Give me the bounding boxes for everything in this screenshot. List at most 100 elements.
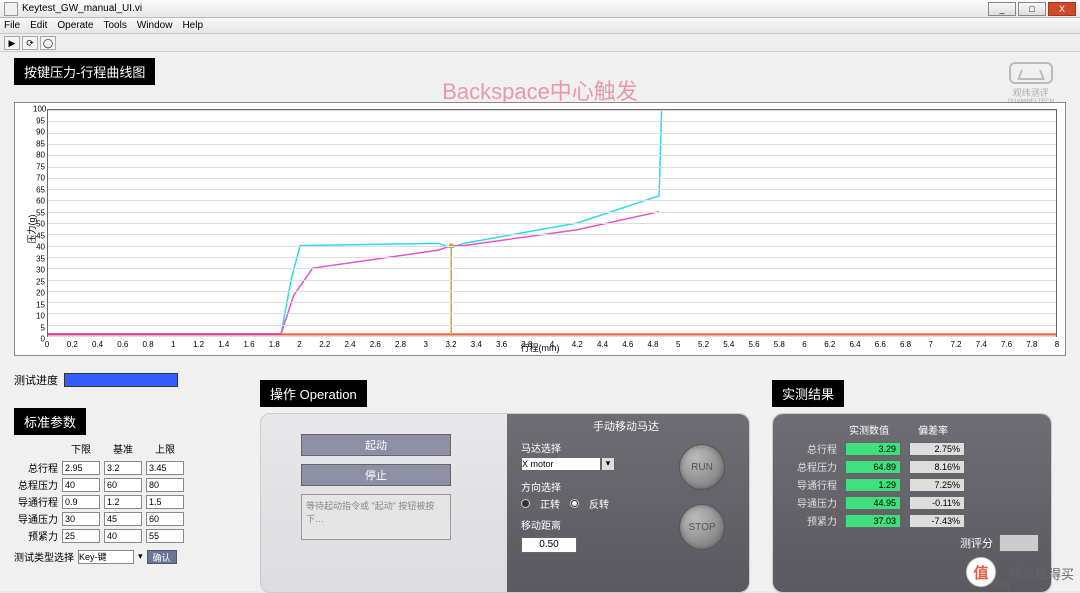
y-tick: 100 (33, 105, 45, 114)
y-tick: 10 (33, 312, 45, 321)
menu-tools[interactable]: Tools (104, 20, 127, 31)
main-panel: 按键压力-行程曲线图 Backspace中心触发 观纬测评 GUANWEI TE… (0, 52, 1080, 591)
chart-area: 压力(g) 行程(mm) 051015202530354045505560657… (14, 102, 1066, 356)
x-tick: 4.6 (622, 340, 633, 349)
abort-icon[interactable]: ◯ (40, 36, 56, 50)
params-row-label: 总程压力 (14, 477, 58, 492)
x-tick: 7.2 (950, 340, 961, 349)
results-col: 偏差率 (905, 422, 961, 437)
x-tick: 0.8 (142, 340, 153, 349)
chart-title: 按键压力-行程曲线图 (14, 58, 155, 85)
results-row-label: 总程压力 (785, 459, 837, 474)
y-tick: 35 (33, 254, 45, 263)
params-value-input[interactable] (62, 478, 100, 492)
params-value-input[interactable] (104, 495, 142, 509)
params-value-input[interactable] (104, 512, 142, 526)
results-row-label: 导通压力 (785, 495, 837, 510)
watermark-badge-icon: 值 (966, 557, 996, 587)
params-value-input[interactable] (146, 461, 184, 475)
menu-edit[interactable]: Edit (30, 20, 47, 31)
results-deviation: -7.43% (909, 514, 965, 528)
stop-button[interactable]: 停止 (301, 464, 451, 486)
y-tick: 75 (33, 162, 45, 171)
radio-reverse[interactable] (570, 499, 579, 508)
x-tick: 3.2 (445, 340, 456, 349)
menu-help[interactable]: Help (182, 20, 203, 31)
y-tick: 50 (33, 220, 45, 229)
results-row-label: 预紧力 (785, 513, 837, 528)
motor-dropdown-icon[interactable]: ▾ (601, 457, 615, 471)
operation-title: 操作 Operation (260, 380, 367, 407)
distance-input[interactable] (521, 537, 577, 553)
results-deviation: -0.11% (909, 496, 965, 510)
x-tick: 1 (171, 340, 175, 349)
x-tick: 5.4 (723, 340, 734, 349)
x-tick: 2.6 (370, 340, 381, 349)
params-value-input[interactable] (62, 461, 100, 475)
results-deviation: 2.75% (909, 442, 965, 456)
brand-logo: 观纬测评 GUANWEI TECH (1007, 62, 1054, 105)
x-tick: 0.4 (92, 340, 103, 349)
params-value-input[interactable] (104, 529, 142, 543)
params-row-label: 预紧力 (14, 528, 58, 543)
radio-forward[interactable] (521, 499, 530, 508)
x-tick: 1.6 (243, 340, 254, 349)
y-tick: 65 (33, 185, 45, 194)
x-tick: 7 (929, 340, 933, 349)
y-tick: 0 (33, 335, 45, 344)
menu-bar: File Edit Operate Tools Window Help (0, 18, 1080, 34)
x-tick: 2.8 (395, 340, 406, 349)
run-button[interactable]: RUN (679, 444, 725, 490)
test-type-select[interactable] (78, 550, 134, 564)
x-tick: 7.6 (1001, 340, 1012, 349)
app-icon (4, 2, 18, 16)
params-col: 上限 (146, 441, 184, 456)
params-value-input[interactable] (146, 495, 184, 509)
start-button[interactable]: 起动 (301, 434, 451, 456)
results-deviation: 8.16% (909, 460, 965, 474)
params-value-input[interactable] (146, 478, 184, 492)
x-tick: 2.4 (344, 340, 355, 349)
x-tick: 3.8 (521, 340, 532, 349)
y-tick: 20 (33, 289, 45, 298)
score-label: 测评分 (960, 535, 993, 551)
results-col: 实测数值 (841, 422, 897, 437)
x-tick: 0.6 (117, 340, 128, 349)
run-icon[interactable]: ▶ (4, 36, 20, 50)
results-grid: 实测数值偏差率总行程3.292.75%总程压力64.898.16%导通行程1.2… (785, 422, 1039, 528)
score-value (999, 534, 1039, 552)
minimize-button[interactable]: _ (988, 2, 1016, 16)
params-value-input[interactable] (104, 478, 142, 492)
params-value-input[interactable] (62, 512, 100, 526)
params-value-input[interactable] (62, 495, 100, 509)
dropdown-icon[interactable]: ▾ (138, 551, 143, 562)
x-tick: 3.6 (496, 340, 507, 349)
y-tick: 30 (33, 266, 45, 275)
menu-window[interactable]: Window (137, 20, 173, 31)
y-tick: 90 (33, 128, 45, 137)
params-value-input[interactable] (146, 512, 184, 526)
watermark-badge-text: 什么值得买 (1009, 564, 1074, 583)
results-row-label: 总行程 (785, 441, 837, 456)
panel-operation: 操作 Operation 起动 停止 等待起动指令或 "起动" 按钮被按下… 手… (260, 380, 750, 593)
x-tick: 4.8 (647, 340, 658, 349)
motor-select[interactable] (521, 457, 601, 471)
params-value-input[interactable] (104, 461, 142, 475)
toolbar: ▶ ⟳ ◯ (0, 34, 1080, 52)
maximize-button[interactable]: □ (1018, 2, 1046, 16)
menu-operate[interactable]: Operate (57, 20, 93, 31)
y-tick: 85 (33, 139, 45, 148)
test-type-confirm-button[interactable]: 确认 (147, 550, 177, 564)
stop-round-button[interactable]: STOP (679, 504, 725, 550)
menu-file[interactable]: File (4, 20, 20, 31)
x-tick: 2 (297, 340, 301, 349)
params-value-input[interactable] (62, 529, 100, 543)
params-value-input[interactable] (146, 529, 184, 543)
x-tick: 7.8 (1026, 340, 1037, 349)
x-tick: 8 (1055, 340, 1059, 349)
params-grid: 下限基准上限总行程总程压力导通行程导通压力预紧力 (14, 441, 246, 543)
close-button[interactable]: X (1048, 2, 1076, 16)
params-row-label: 总行程 (14, 460, 58, 475)
run-cont-icon[interactable]: ⟳ (22, 36, 38, 50)
radio-forward-label: 正转 (540, 496, 560, 511)
